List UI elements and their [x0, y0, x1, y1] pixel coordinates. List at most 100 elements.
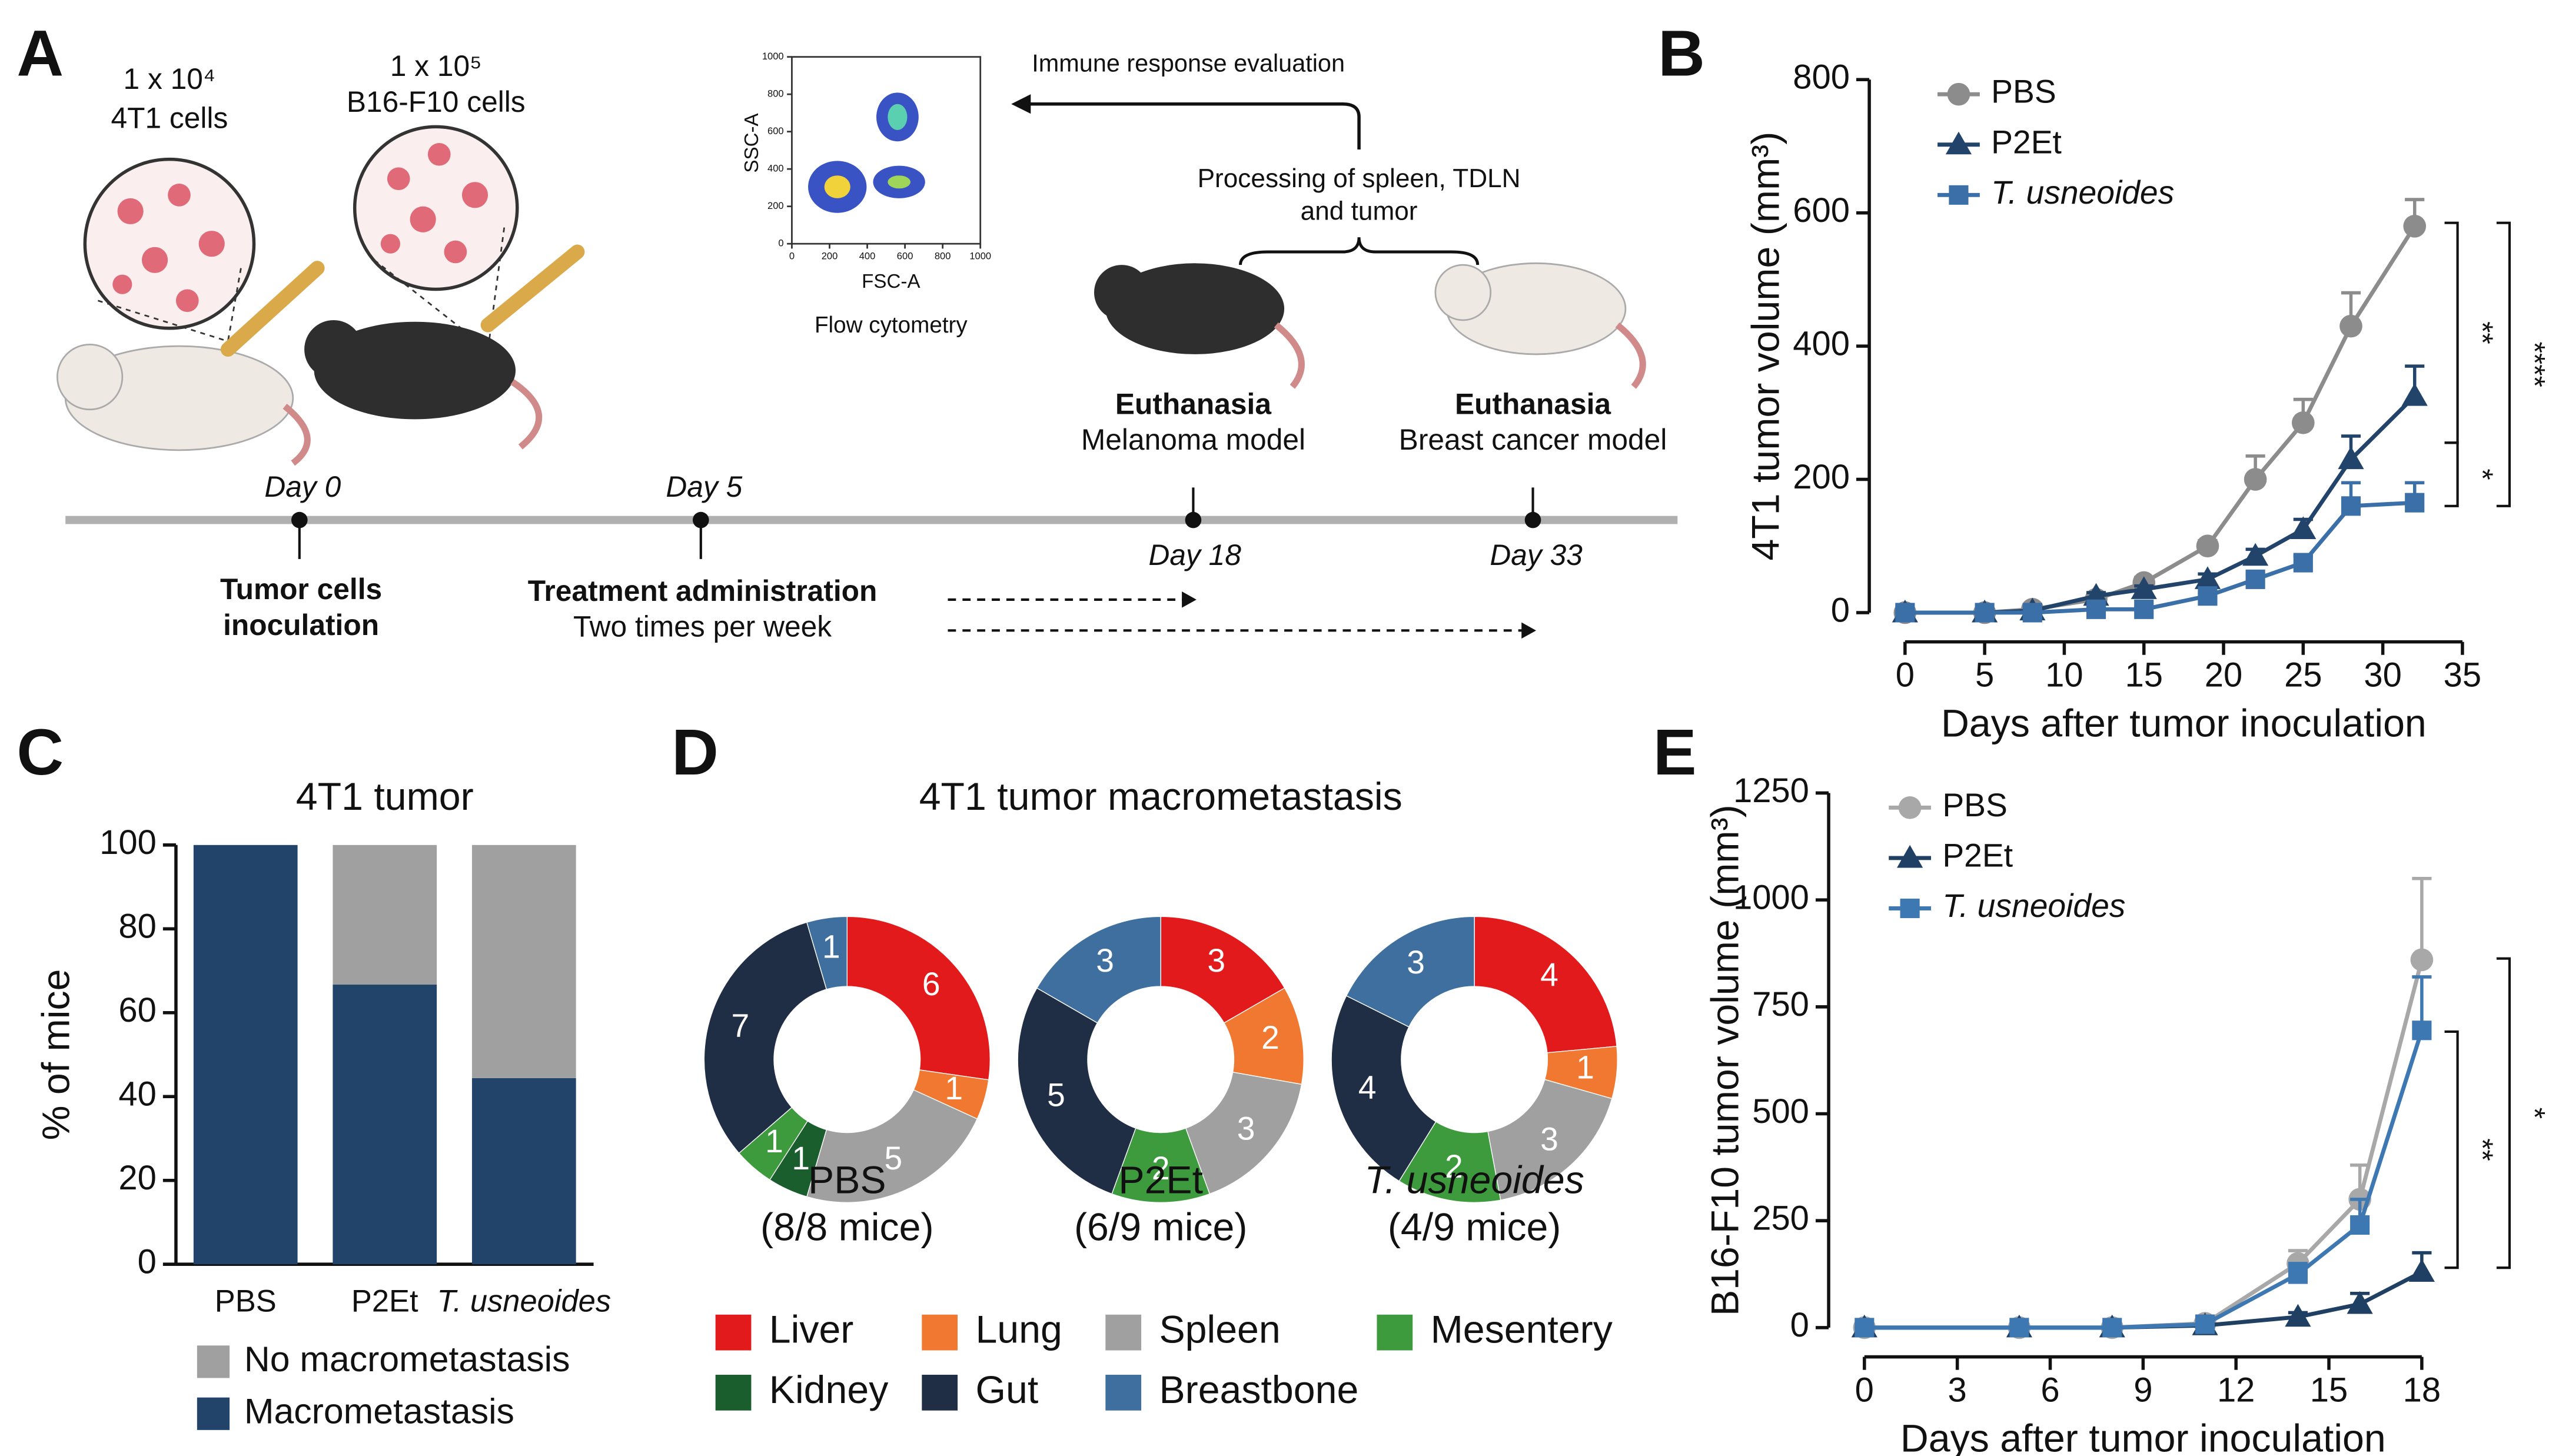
marker	[2196, 534, 2219, 558]
significance-label: *	[2466, 468, 2499, 480]
y-tick-label: 0	[138, 1243, 157, 1281]
marker	[2086, 599, 2106, 619]
legend-label: T. usneoides	[1991, 174, 2174, 211]
cell-count: 1 x 10⁵	[390, 49, 482, 82]
processing-label: Processing of spleen, TDLN	[1198, 164, 1521, 193]
day: Day 18	[1148, 538, 1241, 571]
flow-tick-label: 200	[822, 251, 838, 262]
y-tick-label: 20	[118, 1159, 156, 1197]
event: Treatment administration	[528, 574, 878, 607]
marker	[2102, 1318, 2122, 1338]
legend-label: Macrometastasis	[244, 1391, 514, 1431]
legend-label: Lung	[975, 1308, 1062, 1352]
y-tick-label: 400	[1793, 325, 1850, 363]
flow-tick-label: 0	[789, 251, 795, 262]
donut-segment	[1345, 916, 1475, 1028]
legend-label: PBS	[1991, 74, 2056, 110]
magnifier	[83, 125, 519, 350]
event: inoculation	[223, 609, 379, 641]
flow-tick-label: 1000	[969, 251, 991, 262]
event: Two times per week	[573, 610, 832, 643]
brace	[1239, 237, 1480, 265]
donut-segment	[1487, 1079, 1613, 1201]
y-tick-label: 250	[1752, 1199, 1809, 1237]
segment-label: 6	[922, 966, 940, 1002]
x-tick-label: 0	[1855, 1372, 1874, 1410]
segment-label: 3	[1237, 1110, 1255, 1146]
donut-segment	[1036, 916, 1161, 1024]
marker	[2131, 576, 2157, 599]
marker	[2403, 215, 2427, 238]
day: Day 5	[666, 470, 742, 503]
donut-segment	[846, 916, 991, 1081]
flow-tick-label: 400	[767, 163, 784, 174]
marker	[2338, 446, 2364, 470]
marker	[2412, 1020, 2432, 1041]
panel-letter: B	[1658, 18, 1705, 90]
bar	[193, 845, 298, 1265]
marker	[2293, 553, 2313, 573]
x-tick-label: 12	[2217, 1372, 2255, 1410]
significance-label: *	[2518, 1108, 2549, 1119]
x-tick-label: 0	[1896, 657, 1915, 694]
x-tick-label: 6	[2040, 1372, 2059, 1410]
legend-marker	[1900, 898, 1920, 919]
y-tick-label: 200	[1793, 458, 1850, 496]
donut-segment	[806, 1089, 978, 1203]
legend-label: P2Et	[1942, 837, 2013, 873]
marker	[2198, 586, 2218, 606]
segment-label: 3	[1096, 942, 1114, 979]
panel-letter: D	[672, 716, 719, 789]
y-tick-label: 500	[1752, 1093, 1809, 1131]
pie-subtitle: (8/8 mice)	[760, 1206, 934, 1249]
marker	[2245, 569, 2265, 589]
cell-count: 1 x 10⁴	[124, 62, 216, 95]
segment-label: 1	[792, 1140, 810, 1176]
legend-label: Liver	[769, 1308, 854, 1352]
series-line	[1864, 1029, 2424, 1330]
series-line	[1905, 394, 2417, 615]
legend-swatch	[715, 1374, 752, 1411]
marker	[2290, 516, 2317, 540]
segment-label: 1	[1576, 1049, 1594, 1085]
flow-tick-label: 600	[897, 251, 913, 262]
legend-marker	[1949, 185, 1969, 205]
marker	[2288, 1264, 2308, 1284]
series-line	[1905, 225, 2417, 615]
x-tick-label: 9	[2133, 1372, 2152, 1410]
legend-label: Gut	[975, 1368, 1038, 1412]
marker	[2022, 603, 2042, 623]
mice	[57, 262, 1646, 466]
donut-segment	[1474, 916, 1617, 1053]
donut-segment	[703, 922, 827, 1154]
immune-label: Immune response evaluation	[1032, 49, 1345, 77]
marker	[2242, 543, 2269, 566]
legend-label: Mesentery	[1431, 1308, 1613, 1352]
y-tick-label: 800	[1793, 59, 1850, 97]
panel-letter: C	[16, 716, 64, 789]
x-axis-label: Days after tumor inoculation	[1900, 1417, 2386, 1456]
y-tick-label: 100	[99, 824, 157, 862]
dashed-arrows	[948, 598, 1523, 632]
significance-bracket	[2444, 1030, 2459, 1269]
y-tick-label: 60	[118, 992, 156, 1029]
flow-tick-label: 400	[859, 251, 876, 262]
bar	[333, 845, 437, 985]
donut-segment	[806, 916, 848, 990]
y-tick-label: 40	[118, 1076, 156, 1113]
legend-label: Kidney	[769, 1368, 889, 1412]
marker	[2009, 1318, 2029, 1338]
series-line	[1905, 500, 2415, 615]
segment-label: 1	[945, 1070, 963, 1106]
day: Day 33	[1490, 538, 1583, 571]
y-tick-label: 750	[1752, 986, 1809, 1023]
x-tick-label: 25	[2284, 657, 2322, 694]
segment-label: 2	[1261, 1019, 1280, 1056]
model: Melanoma model	[1081, 423, 1305, 456]
legend-marker	[1898, 796, 1922, 819]
timeline-stems	[298, 487, 1534, 559]
chart-title: 4T1 tumor macrometastasis	[919, 775, 1403, 819]
marker	[2339, 314, 2362, 338]
flow-tick-label: 800	[935, 251, 951, 262]
flow-tick-label: 800	[767, 88, 784, 99]
